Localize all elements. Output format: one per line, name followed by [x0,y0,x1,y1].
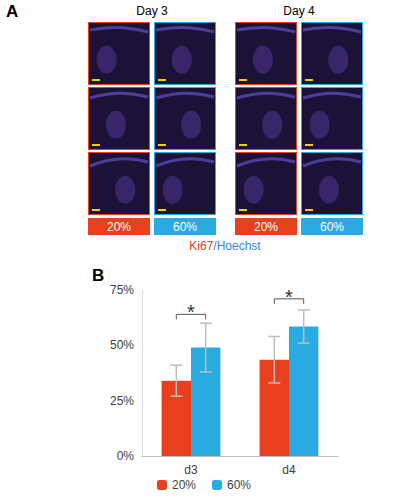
svg-text:60%: 60% [320,220,344,234]
svg-text:20%: 20% [172,478,196,492]
svg-text:25%: 25% [110,394,134,408]
svg-text:Ki67/Hoechst: Ki67/Hoechst [189,239,261,253]
svg-text:d4: d4 [282,463,296,477]
html-text:A: A [6,2,19,21]
svg-text:Day 4: Day 4 [283,4,315,18]
svg-text:*: * [285,286,293,308]
svg-text:Day 3: Day 3 [136,4,168,18]
svg-text:50%: 50% [110,338,134,352]
svg-text:60%: 60% [227,478,251,492]
svg-text:75%: 75% [110,283,134,297]
svg-text:*: * [187,301,195,323]
html-text:B: B [92,266,105,285]
svg-text:60%: 60% [173,220,197,234]
svg-text:0%: 0% [117,449,135,463]
svg-text:20%: 20% [254,220,278,234]
svg-text:20%: 20% [107,220,131,234]
svg-text:d3: d3 [184,463,198,477]
